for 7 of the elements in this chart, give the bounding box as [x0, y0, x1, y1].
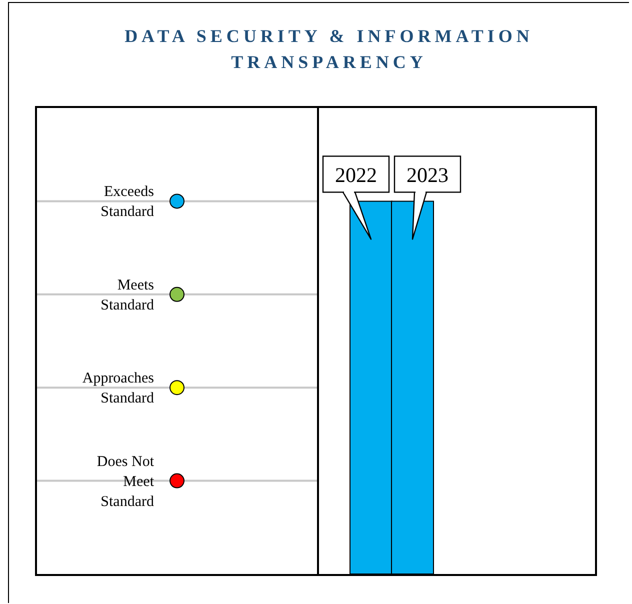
text: Does Not Meet Standard [96, 454, 155, 510]
text: Approaches Standard [82, 370, 154, 407]
chart-title: DATA SECURITY & INFORMATION TRANSPARENCY [124, 25, 534, 74]
x-tick-label: 2023 [406, 163, 448, 188]
x-tick-label: 2022 [335, 163, 377, 188]
text: Meets Standard [100, 277, 154, 314]
text: Exceeds Standard [100, 184, 154, 220]
